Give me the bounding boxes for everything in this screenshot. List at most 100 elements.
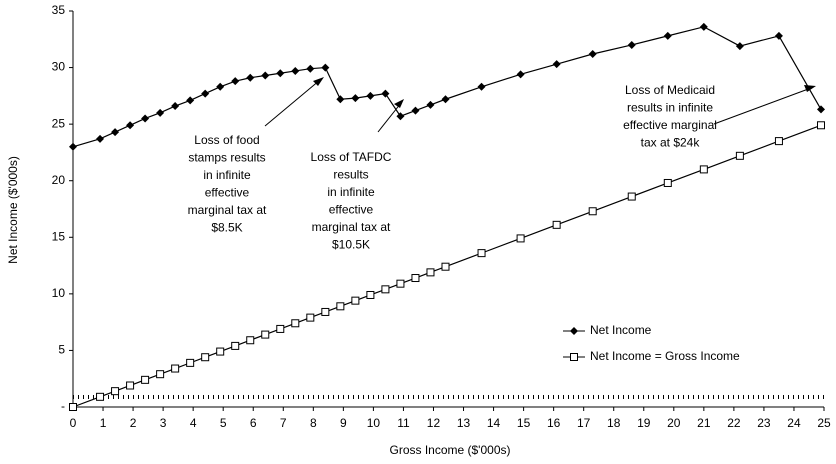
diamond-marker xyxy=(396,112,405,121)
x-tick-label: 22 xyxy=(727,416,741,430)
diamond-marker xyxy=(231,77,240,86)
x-tick-label: 20 xyxy=(667,416,681,430)
annotation-arrow xyxy=(264,79,321,127)
arrowhead xyxy=(394,99,404,108)
square-marker xyxy=(201,353,210,362)
diamond-marker xyxy=(291,66,300,75)
square-marker xyxy=(396,279,405,288)
annotation-text: effective xyxy=(205,186,250,200)
annotation-text: marginal tax at xyxy=(188,203,267,217)
y-tick-label: 25 xyxy=(52,116,66,130)
square-marker xyxy=(171,364,180,373)
square-marker xyxy=(306,313,315,322)
square-marker xyxy=(126,381,135,390)
y-tick-label: - xyxy=(61,399,65,413)
annotation-text: in infinite xyxy=(203,168,251,182)
square-marker xyxy=(516,234,525,243)
diamond-marker xyxy=(216,82,225,91)
x-tick-label: 17 xyxy=(577,416,591,430)
diamond-marker xyxy=(156,108,165,117)
square-marker xyxy=(588,207,597,216)
x-tick-label: 25 xyxy=(817,416,831,430)
x-tick-label: 4 xyxy=(190,416,197,430)
x-axis-label: Gross Income ($'000s) xyxy=(389,443,510,457)
square-marker xyxy=(441,262,450,271)
square-marker xyxy=(381,285,390,294)
annotation-text: $8.5K xyxy=(211,221,242,235)
square-marker xyxy=(156,370,165,379)
legend-label: Net Income xyxy=(590,323,652,337)
x-tick-label: 10 xyxy=(367,416,381,430)
square-marker xyxy=(627,192,636,201)
square-marker xyxy=(735,151,744,160)
diamond-marker xyxy=(306,64,315,73)
x-tick-label: 8 xyxy=(310,416,317,430)
square-marker xyxy=(351,296,360,305)
x-tick-label: 2 xyxy=(130,416,137,430)
diamond-marker xyxy=(411,106,420,115)
diamond-marker xyxy=(69,142,77,151)
annotation-text: results xyxy=(333,168,368,182)
square-marker xyxy=(426,268,435,277)
annotation-arrow xyxy=(377,102,402,133)
square-marker xyxy=(96,392,105,401)
diamond-marker xyxy=(276,69,285,78)
annotation-text: Loss of TAFDC xyxy=(311,150,392,164)
diamond-marker xyxy=(321,63,330,72)
square-marker xyxy=(336,302,345,311)
annotation-text: tax at $24k xyxy=(641,136,701,150)
square-marker xyxy=(291,319,300,328)
square-marker xyxy=(216,347,225,356)
x-tick-label: 11 xyxy=(397,416,410,430)
annotation-text: $10.5K xyxy=(332,238,370,252)
x-tick-label: 18 xyxy=(607,416,621,430)
square-marker xyxy=(699,165,708,174)
annotation-text: Loss of Medicaid xyxy=(625,83,715,97)
y-tick-label: 15 xyxy=(52,229,66,243)
diamond-marker xyxy=(111,128,120,137)
square-marker xyxy=(816,121,825,130)
diamond-marker xyxy=(552,60,561,69)
x-tick-label: 9 xyxy=(340,416,347,430)
square-marker xyxy=(366,290,375,299)
diamond-marker xyxy=(366,91,375,100)
x-tick-label: 5 xyxy=(220,416,227,430)
annotation-text: results in infinite xyxy=(627,101,713,115)
square-marker xyxy=(552,220,561,229)
diamond-marker xyxy=(381,89,390,98)
annotation-text: in infinite xyxy=(327,185,375,199)
x-tick-label: 3 xyxy=(160,416,167,430)
diamond-marker xyxy=(663,31,672,40)
diamond-marker xyxy=(96,134,105,143)
diamond-marker xyxy=(588,49,597,58)
y-tick-label: 20 xyxy=(52,173,66,187)
annotation-text: effective xyxy=(329,203,374,217)
x-tick-label: 6 xyxy=(250,416,257,430)
square-marker xyxy=(141,375,150,384)
square-marker xyxy=(321,307,330,316)
square-marker xyxy=(111,387,120,396)
y-axis-label: Net Income ($'000s) xyxy=(6,156,20,264)
square-marker xyxy=(69,403,77,411)
diamond-marker xyxy=(126,121,135,130)
square-marker xyxy=(231,341,240,350)
x-tick-label: 1 xyxy=(100,416,107,430)
diamond-marker xyxy=(774,31,783,40)
annotation-text: Loss of food xyxy=(194,133,259,147)
square-marker xyxy=(774,137,783,146)
square-marker xyxy=(663,178,672,187)
diamond-marker xyxy=(627,40,636,49)
square-marker xyxy=(261,330,270,339)
diamond-marker xyxy=(351,94,360,103)
diamond-marker xyxy=(261,71,270,80)
x-tick-label: 21 xyxy=(697,416,711,430)
square-marker xyxy=(411,274,420,283)
diamond-marker xyxy=(336,95,345,104)
x-tick-label: 19 xyxy=(637,416,651,430)
x-tick-label: 24 xyxy=(787,416,801,430)
legend-marker xyxy=(570,327,578,335)
x-tick-label: 14 xyxy=(487,416,501,430)
diamond-marker xyxy=(426,100,435,109)
diamond-marker xyxy=(816,105,825,114)
